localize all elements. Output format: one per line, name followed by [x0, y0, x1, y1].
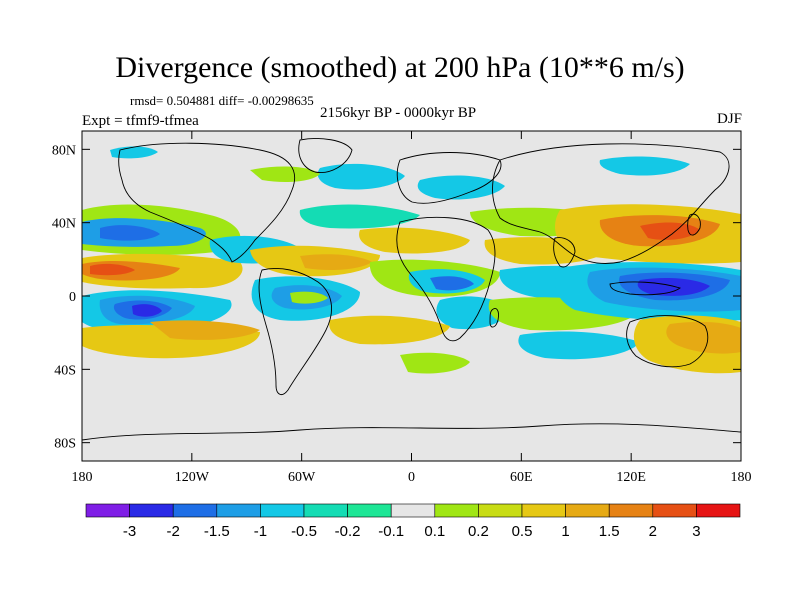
colorbar-label: 0.5	[512, 523, 533, 540]
chart-title: Divergence (smoothed) at 200 hPa (10**6 …	[115, 51, 685, 84]
colorbar-swatch	[608, 503, 654, 518]
y-tick-label: 80S	[54, 437, 76, 452]
colorbar-swatch	[652, 503, 697, 518]
colorbar-swatch	[347, 503, 392, 518]
field-patch	[300, 254, 372, 270]
colorbar-label: 1	[561, 523, 569, 540]
colorbar-label: 0.2	[468, 523, 489, 540]
field-patch	[250, 166, 320, 182]
colorbar-swatch	[85, 503, 130, 518]
y-axis: 80N 40N 0 40S 80S	[52, 143, 741, 452]
field-patch	[666, 321, 741, 354]
colorbar-swatch	[478, 503, 523, 518]
coastline-europe	[396, 152, 502, 204]
field-patch	[637, 278, 710, 296]
field-patch	[100, 225, 160, 241]
coastline-antarctica	[82, 423, 741, 441]
x-tick-label: 60E	[510, 470, 533, 485]
coastline-india	[553, 237, 576, 268]
colorbar-swatch	[390, 503, 436, 518]
colorbar-label: -3	[123, 523, 136, 540]
colorbar-swatch	[434, 503, 479, 518]
colorbar-swatch	[565, 503, 610, 518]
field-patch	[90, 263, 135, 276]
field-patch	[299, 204, 420, 229]
coastline-north-america	[118, 142, 296, 263]
coastlines	[82, 138, 741, 441]
colorbar-label: -1.5	[204, 523, 230, 540]
colorbar-label: -2	[167, 523, 180, 540]
colorbar-swatch	[216, 503, 261, 518]
field-patch	[317, 163, 405, 190]
field-patch	[599, 156, 690, 176]
y-tick-label: 80N	[52, 143, 76, 158]
coastline-indonesia	[609, 281, 681, 296]
coastline-greenland	[298, 138, 353, 173]
y-tick-label: 40S	[54, 363, 76, 378]
x-tick-label: 180	[72, 470, 93, 485]
divergence-field	[82, 146, 741, 374]
field-patch	[359, 227, 470, 254]
colorbar-swatch	[172, 503, 218, 518]
field-patch	[518, 331, 640, 360]
experiment-label: Expt = tfmf9-tfmea	[82, 113, 199, 129]
x-tick-label: 120E	[616, 470, 646, 485]
field-patch	[329, 315, 450, 345]
x-tick-label: 60W	[288, 470, 316, 485]
coastline-south-america	[258, 268, 333, 396]
coastline-madagascar	[489, 308, 499, 328]
colorbar-swatch	[696, 503, 741, 518]
stats-label: rmsd= 0.504881 diff= -0.00298635	[130, 93, 314, 108]
x-tick-label: 180	[731, 470, 752, 485]
colorbar-swatch	[521, 503, 566, 518]
field-patch	[430, 276, 474, 291]
colorbar-label: -0.2	[335, 523, 361, 540]
colorbar-label: 0.1	[424, 523, 445, 540]
colorbar-label: -0.1	[378, 523, 404, 540]
y-tick-label: 0	[69, 290, 76, 305]
colorbar-label: 2	[649, 523, 657, 540]
colorbar-swatch	[260, 503, 305, 518]
x-tick-label: 0	[408, 470, 415, 485]
coastline-australia	[626, 315, 709, 368]
period-label: 2156kyr BP - 0000kyr BP	[320, 105, 477, 121]
coastline-africa	[396, 216, 496, 342]
map-panel	[82, 131, 741, 461]
colorbar-label: -1	[254, 523, 267, 540]
x-axis: 180 120W 60W 0 60E 120E 180	[72, 131, 752, 485]
y-tick-label: 40N	[52, 217, 76, 232]
coastline-japan	[687, 213, 701, 236]
colorbar-label: 1.5	[599, 523, 620, 540]
field-patch	[640, 222, 700, 240]
field-patch	[132, 304, 162, 317]
season-label: DJF	[716, 111, 742, 127]
colorbar-label: -0.5	[291, 523, 317, 540]
field-patch	[150, 320, 260, 340]
x-tick-label: 120W	[175, 470, 210, 485]
field-patch	[290, 291, 328, 304]
colorbar-label: 3	[692, 523, 700, 540]
coastline-asia	[492, 143, 730, 265]
colorbar-swatch	[129, 503, 174, 518]
field-patch	[417, 175, 505, 200]
colorbar-swatch	[303, 503, 348, 518]
colorbar: -3 -2 -1.5 -1 -0.5 -0.2 -0.1 0.1 0.2 0.5 1 1.5 2 3	[85, 503, 741, 540]
field-patch	[400, 352, 470, 374]
